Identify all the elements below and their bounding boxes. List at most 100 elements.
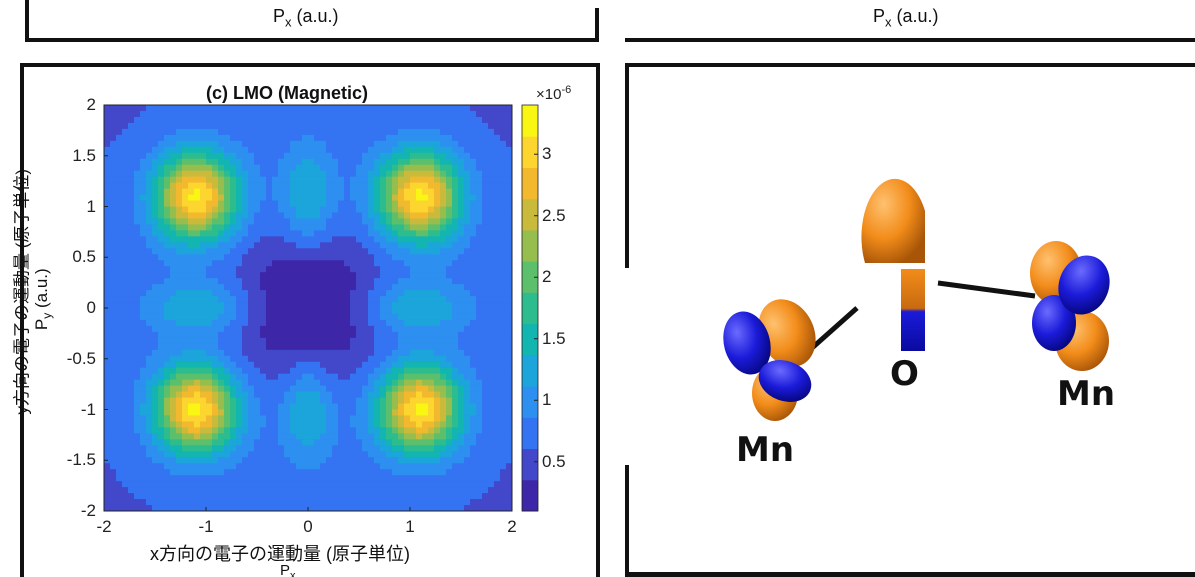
heatmap-cell	[386, 463, 393, 470]
heatmap-cell	[356, 254, 363, 261]
heatmap-cell	[464, 164, 471, 172]
heatmap-cell	[458, 194, 465, 202]
heatmap-cell	[326, 105, 333, 112]
heatmap-cell	[506, 349, 512, 357]
heatmap-cell	[506, 433, 512, 440]
heatmap-cell	[320, 260, 327, 267]
heatmap-cell	[326, 397, 333, 405]
heatmap-cell	[380, 272, 387, 279]
heatmap-cell	[452, 212, 459, 220]
heatmap-cell	[326, 128, 333, 136]
heatmap-cell	[440, 415, 447, 423]
heatmap-cell	[278, 391, 285, 399]
heatmap-cell	[458, 260, 465, 267]
heatmap-cell	[374, 391, 381, 399]
heatmap-cell	[248, 313, 255, 321]
heatmap-cell	[308, 182, 315, 190]
heatmap-cell	[344, 128, 351, 136]
heatmap-cell	[464, 325, 471, 333]
heatmap-cell	[104, 337, 111, 345]
heatmap-cell	[380, 313, 387, 321]
heatmap-cell	[290, 493, 297, 500]
heatmap-cell	[278, 242, 285, 249]
heatmap-cell	[188, 463, 195, 470]
heatmap-cell	[494, 260, 501, 267]
heatmap-cell	[368, 266, 375, 273]
heatmap-cell	[386, 158, 393, 166]
heatmap-cell	[440, 272, 447, 279]
heatmap-cell	[236, 319, 243, 327]
heatmap-cell	[230, 278, 237, 285]
heatmap-cell	[230, 164, 237, 172]
heatmap-cell	[494, 254, 501, 261]
heatmap-cell	[248, 308, 255, 315]
heatmap-cell	[194, 152, 201, 160]
heatmap-cell	[128, 194, 135, 202]
heatmap-cell	[320, 451, 327, 458]
heatmap-cell	[110, 260, 117, 267]
heatmap-cell	[248, 272, 255, 279]
heatmap-cell	[320, 391, 327, 399]
heatmap-cell	[422, 116, 429, 124]
heatmap-cell	[464, 385, 471, 393]
heatmap-cell	[326, 355, 333, 363]
heatmap-cell	[110, 499, 117, 506]
heatmap-cell	[374, 212, 381, 220]
heatmap-cell	[398, 236, 405, 243]
heatmap-cell	[164, 319, 171, 327]
heatmap-cell	[134, 164, 141, 172]
heatmap-cell	[404, 427, 411, 434]
heatmap-cell	[236, 266, 243, 273]
heatmap-cell	[308, 116, 315, 124]
heatmap-cell	[260, 140, 267, 148]
heatmap-cell	[182, 385, 189, 393]
heatmap-cell	[398, 379, 405, 387]
heatmap-cell	[158, 367, 165, 375]
heatmap-cell	[248, 284, 255, 291]
heatmap-cell	[212, 421, 219, 429]
heatmap-cell	[200, 451, 207, 458]
heatmap-cell	[200, 218, 207, 226]
heatmap-cell	[272, 134, 279, 142]
heatmap-cell	[290, 445, 297, 452]
heatmap-cell	[446, 421, 453, 429]
heatmap-cell	[494, 367, 501, 375]
heatmap-cell	[236, 230, 243, 237]
heatmap-cell	[488, 296, 495, 303]
heatmap-cell	[458, 170, 465, 178]
heatmap-cell	[230, 445, 237, 452]
heatmap-cell	[350, 361, 357, 369]
heatmap-cell	[368, 170, 375, 178]
heatmap-cell	[266, 403, 273, 411]
heatmap-cell	[242, 176, 249, 184]
heatmap-cell	[464, 122, 471, 130]
heatmap-cell	[410, 224, 417, 231]
heatmap-cell	[218, 385, 225, 393]
heatmap-cell	[206, 200, 213, 208]
heatmap-cell	[368, 331, 375, 339]
heatmap-cell	[212, 188, 219, 196]
heatmap-cell	[164, 284, 171, 291]
heatmap-cell	[314, 278, 321, 285]
heatmap-cell	[110, 302, 117, 309]
heatmap-cell	[188, 451, 195, 458]
heatmap-cell	[272, 152, 279, 160]
heatmap-cell	[314, 110, 321, 118]
heatmap-cell	[128, 409, 135, 417]
heatmap-cell	[398, 212, 405, 220]
heatmap-cell	[272, 421, 279, 429]
heatmap-cell	[308, 278, 315, 285]
heatmap-cell	[464, 427, 471, 434]
heatmap-cell	[392, 391, 399, 399]
heatmap-cell	[464, 105, 471, 112]
heatmap-cell	[290, 421, 297, 429]
heatmap-cell	[158, 182, 165, 190]
heatmap-cell	[482, 481, 489, 488]
heatmap-cell	[410, 158, 417, 166]
heatmap-cell	[374, 188, 381, 196]
heatmap-cell	[476, 236, 483, 243]
heatmap-cell	[476, 266, 483, 273]
heatmap-cell	[392, 110, 399, 118]
heatmap-cell	[320, 176, 327, 184]
heatmap-cell	[176, 337, 183, 345]
